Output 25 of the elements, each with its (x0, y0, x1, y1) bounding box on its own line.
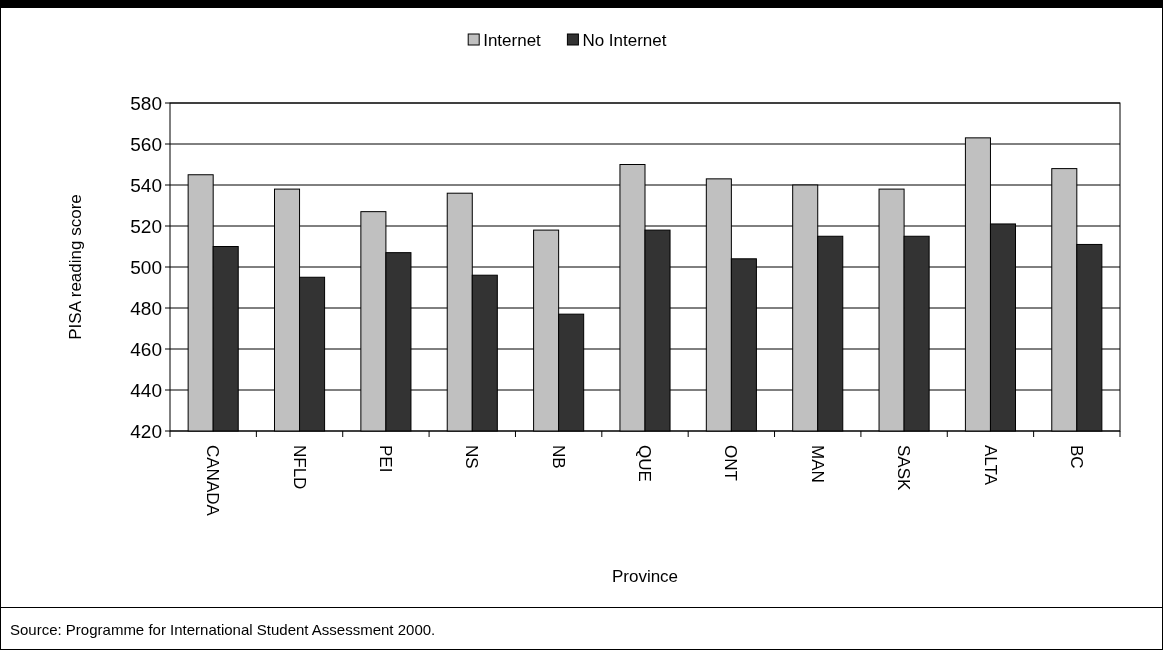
x-tick-label: CANADA (203, 445, 223, 517)
y-tick-label: 580 (130, 92, 162, 114)
y-tick-label: 540 (130, 174, 162, 196)
x-tick-label: NB (548, 445, 568, 469)
y-axis-title: PISA reading score (66, 194, 85, 340)
x-tick-label: NFLD (289, 445, 309, 490)
y-tick-label: 500 (130, 256, 162, 278)
legend-label: No Internet (582, 30, 667, 50)
x-tick-label: SASK (894, 445, 914, 492)
y-tick-label: 420 (130, 420, 162, 442)
y-tick-label: 480 (130, 297, 162, 319)
y-tick-label: 460 (130, 338, 162, 360)
x-axis-title: Province (611, 567, 679, 586)
legend-label: Internet (483, 30, 542, 50)
x-tick-label: ALTA (980, 445, 1000, 486)
y-tick-label: 560 (130, 133, 162, 155)
x-tick-label: NS (462, 445, 482, 469)
x-tick-label: BC (1066, 445, 1086, 469)
source-note: Source: Programme for International Student Assessment 2000. (10, 621, 436, 639)
y-tick-label: 520 (130, 215, 162, 237)
y-tick-label: 440 (130, 379, 162, 401)
x-tick-label: QUE (635, 445, 655, 482)
x-tick-label: MAN (807, 445, 827, 483)
x-tick-label: ONT (721, 445, 741, 481)
x-tick-label: PEI (375, 445, 395, 473)
